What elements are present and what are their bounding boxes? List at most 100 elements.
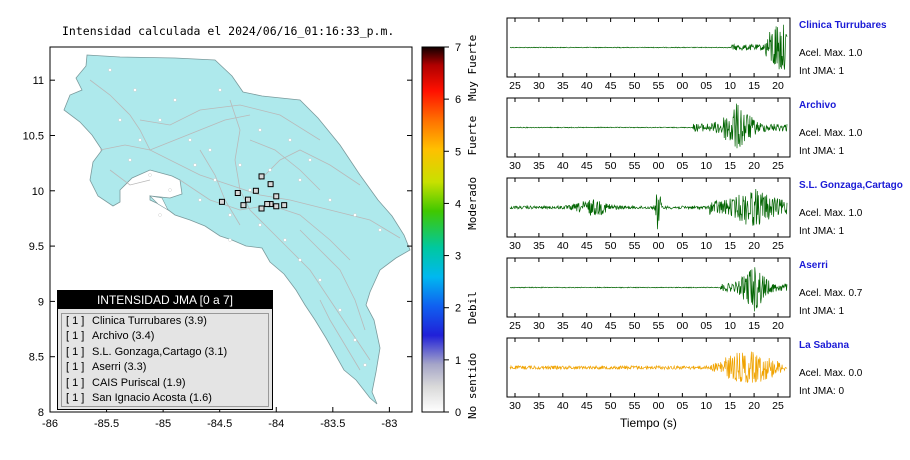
town-dot [378,228,382,232]
waveform-tick-label: 55 [629,240,641,252]
station-marker [281,202,288,209]
legend-row: [ 1 ] Archivo (3.4) [62,329,268,344]
waveform-tick-label: 00 [677,320,689,332]
waveform-tick-label: 50 [605,160,617,172]
waveform-accel-max: Acel. Max. 1.0 [799,208,863,219]
waveform-trace [509,24,788,70]
map-y-tick-label: 11 [33,75,44,87]
waveform-tick-label: 20 [772,320,784,332]
map-title: Intensidad calculada el 2024/06/16_01:16… [62,24,395,38]
town-dot [363,363,367,367]
waveform-tick-label: 20 [748,400,760,412]
town-dot [138,138,142,142]
town-dot [238,163,242,167]
waveform-tick-label: 25 [772,400,784,412]
waveform-panel: 30 35 40 45 50 55 00 05 10 15 20 25 [506,97,791,172]
waveform-tick-label: 35 [533,400,545,412]
colorbar-tick-label: 6 [455,94,461,106]
waveform-panel: 25 30 35 40 45 50 55 00 05 10 15 20 [506,17,791,92]
station-marker [273,203,280,210]
waveform-tick-label: 20 [772,80,784,92]
map-y-tick-label: 10.5 [23,130,44,142]
waveform-tick-label: 15 [724,160,736,172]
town-dot [328,198,332,202]
waveform-tick-label: 25 [772,240,784,252]
waveform-tick-label: 40 [557,240,569,252]
waveform-int-jma: Int JMA: 1 [799,306,845,317]
colorbar-tick-label: 4 [455,198,461,210]
waveform-tick-label: 40 [557,400,569,412]
waveform-tick-label: 25 [509,80,521,92]
legend-station: Aserri (3.3) [92,361,147,374]
town-dot [118,118,122,122]
waveform-tick-label: 20 [748,160,760,172]
station-marker [267,181,274,188]
town-dot [148,173,152,177]
town-dot [108,68,112,72]
map-y-tick-label: 8 [38,407,44,419]
waveform-trace [509,351,788,384]
town-dot [208,148,212,152]
waveform-tick-label: 45 [605,80,617,92]
town-dot [173,98,177,102]
colorbar-tick-label: 0 [455,407,461,419]
waveform-tick-label: 40 [581,80,593,92]
town-dot [213,178,217,182]
map-frame [49,46,413,413]
town-dot [268,168,272,172]
waveform-tick-label: 30 [509,160,521,172]
legend-level: [ 1 ] [66,376,85,389]
waveform-tick-label: 00 [677,80,689,92]
waveform-accel-max: Acel. Max. 1.0 [799,128,863,139]
colorbar-ticks: 0 1 2 3 4 5 6 7 [444,42,461,419]
legend-level: [ 1 ] [66,315,85,327]
waveform-tick-label: 35 [557,80,569,92]
waveform-tick-label: 15 [748,80,760,92]
colorbar-category-label: Debil [466,291,479,324]
waveform-accel-max: Acel. Max. 0.0 [799,368,863,379]
waveform-tick-label: 35 [533,160,545,172]
map-y-tick-label: 10 [32,186,44,198]
town-dot [168,188,172,192]
nicoya-notch [149,195,169,211]
legend-station: San Ignacio Acosta (1.6) [92,391,212,404]
legend-header: INTENSIDAD JMA [0 a 7] [58,291,272,309]
map-x-tick-label: -85.5 [94,418,119,430]
waveform-tick-label: 15 [748,320,760,332]
map-y-tick-label: 9.5 [29,241,44,253]
waveform-tick-label: 25 [772,160,784,172]
waveform-panel: 30 35 40 45 50 55 00 05 10 15 20 25 [506,337,791,412]
costa-rica-land [63,54,411,405]
legend-station: Clinica Turrubares (3.9) [92,315,207,327]
colorbar-category-label: Moderado [466,177,479,230]
town-dot [298,258,302,262]
waveform-tick-label: 35 [533,240,545,252]
legend-level: [ 1 ] [66,330,85,343]
waveform-tick-label: 05 [677,160,689,172]
colorbar-tick-label: 3 [455,251,461,263]
waveform-tick-label: 45 [581,240,593,252]
waveform-tick-label: 30 [509,240,521,252]
legend-row: [ 1 ] S.L. Gonzaga,Cartago (3.1) [62,345,268,360]
town-dot [133,88,137,92]
station-marker [273,193,280,200]
map-x-axis: -86 -85.5 -85 -84.5 -84 -83.5 -83 [42,407,397,430]
town-dot [198,198,202,202]
town-dot [318,278,322,282]
waveform-tick-label: 10 [700,400,712,412]
station-marker [234,190,241,196]
waveform-tick-label: 40 [557,160,569,172]
town-dot [298,178,302,182]
station-marker [240,202,247,209]
legend-level: [ 1 ] [66,391,85,404]
colorbar-tick-label: 7 [455,42,461,54]
waveform-tick-label: 45 [581,400,593,412]
town-dot [228,238,232,242]
town-dot [353,213,357,217]
waveform-int-jma: Int JMA: 1 [799,66,845,77]
waveform-tick-label: 45 [581,160,593,172]
waveform-tick-label: 20 [748,240,760,252]
town-dot [188,138,192,142]
map-x-tick-label: -84 [268,418,284,430]
